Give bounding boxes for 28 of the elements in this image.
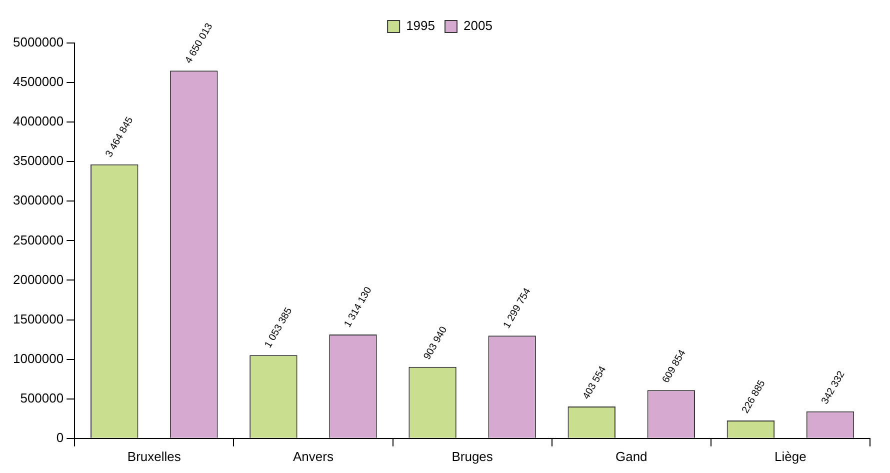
- data-label: 403 554: [581, 364, 609, 402]
- x-tick-label: Bruxelles: [127, 448, 182, 464]
- data-label: 1 299 754: [502, 286, 534, 330]
- data-label: 4 650 013: [183, 21, 216, 66]
- y-tick-label: 500000: [20, 390, 64, 406]
- y-tick-label: 1000000: [12, 350, 64, 366]
- y-tick-label: 0: [56, 430, 64, 445]
- y-tick-label: 2000000: [12, 272, 64, 287]
- y-tick-label: 2500000: [12, 232, 64, 248]
- x-tick-label: Gand: [615, 448, 648, 464]
- y-tick-label: 4000000: [12, 114, 64, 129]
- data-label: 226 885: [740, 378, 768, 416]
- y-tick-label: 5000000: [12, 34, 64, 50]
- data-label: 342 332: [820, 369, 848, 406]
- data-label: 3 464 845: [104, 114, 136, 160]
- y-tick-label: 3000000: [12, 192, 64, 208]
- y-tick-label: 4500000: [12, 74, 64, 90]
- data-label: 1 053 385: [262, 306, 295, 350]
- legend-label: 1995: [406, 18, 435, 34]
- data-label: 609 854: [660, 348, 688, 386]
- data-label: 1 314 130: [342, 284, 374, 330]
- y-tick-label: 3500000: [12, 153, 64, 168]
- legend-label: 2005: [464, 18, 492, 34]
- x-tick-label: Bruges: [452, 448, 494, 464]
- x-tick-label: Liège: [774, 448, 806, 464]
- y-tick-label: 1500000: [12, 311, 64, 326]
- x-tick-label: Anvers: [292, 448, 334, 464]
- data-label: 903 940: [422, 324, 450, 362]
